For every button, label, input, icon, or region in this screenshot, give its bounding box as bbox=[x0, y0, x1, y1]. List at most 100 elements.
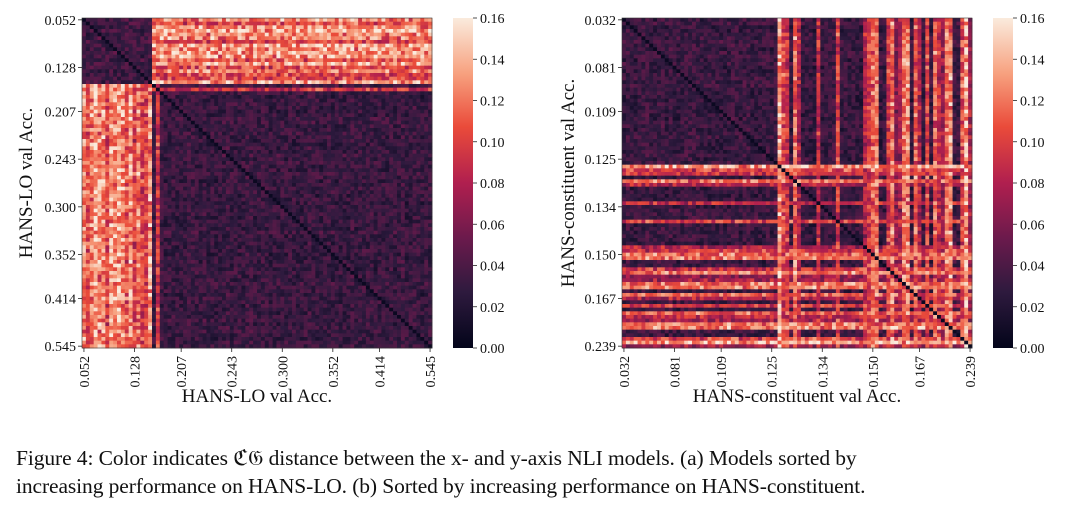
heatmap-cell bbox=[218, 98, 223, 103]
heatmap-cell bbox=[416, 51, 421, 56]
heatmap-cell bbox=[389, 18, 394, 23]
heatmap-cell bbox=[241, 29, 246, 34]
heatmap-cell bbox=[389, 32, 394, 37]
heatmap-cell bbox=[257, 18, 262, 23]
heatmap-cell bbox=[369, 124, 375, 129]
heatmap-cell bbox=[233, 172, 238, 177]
heatmap-cell bbox=[323, 25, 328, 30]
heatmap-cell bbox=[117, 109, 122, 114]
heatmap-cell bbox=[109, 197, 114, 202]
heatmap-cell bbox=[140, 54, 145, 59]
heatmap-cell bbox=[175, 197, 180, 202]
heatmap-cell bbox=[280, 80, 285, 85]
heatmap-cell bbox=[206, 135, 211, 140]
heatmap-cell bbox=[155, 47, 161, 52]
heatmap-cell bbox=[105, 29, 110, 34]
heatmap-cell bbox=[136, 157, 141, 162]
heatmap-cell bbox=[155, 58, 161, 63]
heatmap-cell bbox=[292, 208, 297, 213]
heatmap-cell bbox=[148, 98, 153, 103]
heatmap-cell bbox=[288, 51, 293, 56]
heatmap-cell bbox=[369, 179, 375, 184]
heatmap-cell bbox=[288, 197, 293, 202]
heatmap-cell bbox=[295, 98, 301, 103]
heatmap-cell bbox=[330, 58, 336, 63]
heatmap-cell bbox=[428, 157, 433, 162]
heatmap-cell bbox=[163, 168, 168, 173]
heatmap-cell bbox=[249, 197, 254, 202]
heatmap-cell bbox=[210, 142, 215, 147]
heatmap-cell bbox=[420, 168, 425, 173]
heatmap-cell bbox=[404, 161, 410, 166]
heatmap-cell bbox=[198, 183, 203, 188]
heatmap-cell bbox=[365, 146, 371, 151]
heatmap-cell bbox=[268, 120, 273, 125]
heatmap-cell bbox=[97, 168, 102, 173]
heatmap-cell bbox=[117, 76, 122, 81]
heatmap-cell bbox=[358, 58, 363, 63]
heatmap-cell bbox=[323, 135, 328, 140]
heatmap-cell bbox=[369, 205, 375, 210]
heatmap-cell bbox=[136, 139, 141, 144]
heatmap-cell bbox=[113, 54, 118, 59]
heatmap-cell bbox=[272, 87, 277, 92]
heatmap-cell bbox=[385, 150, 390, 155]
heatmap-cell bbox=[307, 190, 312, 195]
heatmap-cell bbox=[225, 25, 231, 30]
heatmap-cell bbox=[280, 91, 285, 96]
heatmap-cell bbox=[303, 102, 308, 107]
heatmap-cell bbox=[105, 208, 110, 213]
heatmap-cell bbox=[346, 205, 351, 210]
heatmap-cell bbox=[105, 102, 110, 107]
heatmap-cell bbox=[424, 135, 429, 140]
heatmap-cell bbox=[233, 102, 238, 107]
heatmap-cell bbox=[187, 216, 192, 221]
heatmap-cell bbox=[82, 172, 87, 177]
heatmap-cell bbox=[350, 76, 355, 81]
heatmap-cell bbox=[155, 146, 161, 151]
heatmap-cell bbox=[268, 190, 273, 195]
heatmap-cell bbox=[428, 120, 433, 125]
heatmap-cell bbox=[179, 47, 184, 52]
heatmap-cell bbox=[206, 219, 211, 224]
heatmap-cell bbox=[369, 197, 375, 202]
heatmap-cell bbox=[338, 142, 343, 147]
heatmap-cell bbox=[225, 205, 231, 210]
heatmap-cell bbox=[105, 32, 110, 37]
heatmap-cell bbox=[377, 21, 382, 26]
heatmap-cell bbox=[428, 183, 433, 188]
heatmap-cell bbox=[412, 91, 417, 96]
heatmap-cell bbox=[315, 190, 320, 195]
heatmap-cell bbox=[276, 164, 281, 169]
heatmap-cell bbox=[323, 73, 328, 78]
heatmap-cell bbox=[385, 87, 390, 92]
heatmap-cell bbox=[280, 205, 285, 210]
heatmap-cell bbox=[365, 76, 371, 81]
heatmap-cell bbox=[299, 29, 305, 34]
heatmap-cell bbox=[159, 25, 165, 30]
heatmap-cell bbox=[260, 164, 266, 169]
heatmap-cell bbox=[354, 29, 359, 34]
heatmap-cell bbox=[385, 69, 390, 74]
heatmap-cell bbox=[179, 58, 184, 63]
heatmap-cell bbox=[218, 65, 223, 70]
heatmap-cell bbox=[358, 43, 363, 48]
heatmap-cell bbox=[299, 69, 305, 74]
heatmap-cell bbox=[82, 120, 87, 125]
heatmap-cell bbox=[303, 164, 308, 169]
heatmap-cell bbox=[330, 146, 336, 151]
heatmap-cell bbox=[155, 175, 161, 180]
heatmap-cell bbox=[109, 36, 114, 41]
heatmap-cell bbox=[237, 43, 242, 48]
heatmap-cell bbox=[354, 183, 359, 188]
heatmap-cell bbox=[354, 69, 359, 74]
heatmap-cell bbox=[109, 142, 114, 147]
heatmap-cell bbox=[330, 194, 336, 199]
heatmap-cell bbox=[175, 69, 180, 74]
heatmap-cell bbox=[311, 113, 316, 118]
heatmap-cell bbox=[350, 51, 355, 56]
heatmap-cell bbox=[237, 80, 242, 85]
heatmap-cell bbox=[420, 179, 425, 184]
heatmap-cell bbox=[404, 98, 410, 103]
heatmap-cell bbox=[358, 120, 363, 125]
